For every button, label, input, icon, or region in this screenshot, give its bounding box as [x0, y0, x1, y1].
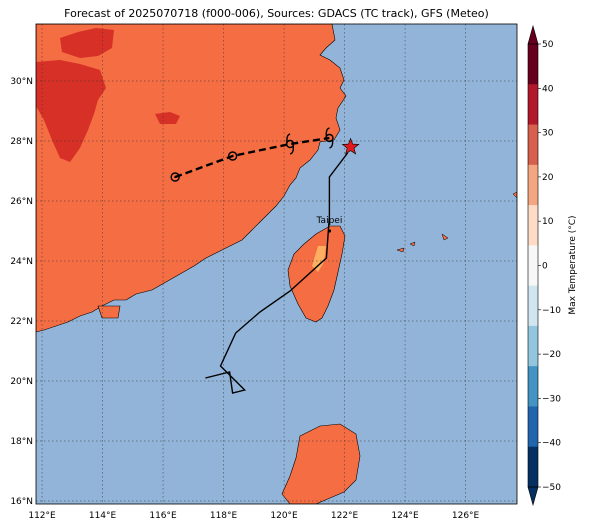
colorbar-tick-label: 30	[542, 129, 554, 139]
colorbar-min-extend	[527, 486, 539, 507]
temperature-colorbar: 50 40 30 20 10 0 −10 −20 −30 −40 −50	[527, 24, 561, 507]
ryukyu-island	[396, 233, 449, 253]
colorbar-segment	[528, 44, 538, 85]
lon-tick-label: 124°E	[391, 511, 419, 521]
colorbar-segment	[528, 366, 538, 407]
colorbar-label: Max Temperature (°C)	[568, 215, 578, 314]
colorbar-tick-label: −20	[542, 350, 561, 360]
colorbar-tick-label: −50	[542, 483, 561, 493]
colorbar-tick-label: 10	[542, 217, 554, 227]
lat-tick-label: 28°N	[10, 137, 33, 147]
map-title: Forecast of 2025070718 (f000-006), Sourc…	[64, 7, 489, 20]
colorbar-segment	[528, 245, 538, 287]
colorbar-tick-label: −30	[542, 394, 561, 404]
forecast-point-center	[174, 176, 177, 178]
current-position-star	[341, 137, 360, 155]
history-track	[205, 152, 349, 394]
cyclone-symbol-tail-top	[325, 127, 330, 138]
cyclone-symbol-tail-bottom	[329, 138, 334, 149]
cyclone-symbol	[285, 139, 295, 149]
taiwan-mountain-zone	[312, 246, 326, 272]
colorbar-segment	[528, 84, 538, 126]
taipei-label: Taipei	[316, 216, 343, 226]
longitude-ticks: 112°E 114°E 116°E 118°E 120°E 122°E 124°E 126°E	[28, 511, 479, 521]
colorbar-segment	[528, 285, 538, 327]
forecast-point-center	[231, 155, 234, 157]
inland-hot-zone	[155, 112, 180, 124]
cyclone-symbol-tail-bottom	[289, 144, 295, 155]
colorbar-max-extend	[527, 24, 539, 45]
cyclone-symbol	[325, 133, 334, 143]
lon-tick-label: 112°E	[28, 511, 56, 521]
colorbar-tick-label: −10	[542, 306, 561, 316]
taipei-dot	[327, 229, 332, 233]
cyclone-symbol-tail-top	[286, 133, 291, 144]
forecast-point-marker	[170, 172, 180, 182]
lon-tick-label: 126°E	[452, 511, 480, 521]
colorbar-tick-label: −40	[542, 439, 561, 449]
east-islet	[512, 191, 517, 199]
colorbar-segment	[528, 446, 538, 488]
colorbar-tick-label: 40	[542, 84, 554, 94]
map-frame	[35, 23, 518, 505]
lat-tick-label: 30°N	[10, 77, 33, 87]
colorbar-tick-label: 50	[542, 40, 554, 50]
northwest-hot-zone	[60, 28, 114, 58]
interior-hot-zone	[36, 60, 106, 162]
taiwan	[287, 225, 346, 323]
lon-tick-label: 116°E	[149, 511, 177, 521]
colorbar-tick-label: 20	[542, 173, 554, 183]
colorbar-tick-label: 0	[542, 262, 548, 272]
lon-tick-label: 122°E	[331, 511, 359, 521]
hainan-tip	[97, 305, 121, 319]
colorbar-segment	[528, 325, 538, 367]
colorbar-segment	[528, 124, 538, 166]
lat-tick-label: 26°N	[10, 197, 33, 207]
lat-tick-label: 16°N	[10, 497, 33, 507]
colorbar-segment	[528, 406, 538, 448]
latitude-ticks: 30°N 28°N 26°N 24°N 22°N 20°N 18°N 16°N	[10, 77, 33, 507]
lat-tick-label: 20°N	[10, 377, 33, 387]
lat-tick-label: 18°N	[10, 437, 33, 447]
lon-tick-label: 118°E	[210, 511, 238, 521]
mainland-china	[36, 24, 347, 333]
lat-tick-label: 24°N	[10, 257, 33, 267]
lon-tick-label: 120°E	[270, 511, 298, 521]
forecast-track	[174, 136, 330, 179]
forecast-point-marker	[227, 151, 238, 161]
luzon	[281, 423, 361, 504]
map-gridlines	[36, 24, 517, 504]
lat-tick-label: 22°N	[10, 317, 33, 327]
colorbar-segment	[528, 205, 538, 246]
colorbar-segment	[528, 164, 538, 206]
lon-tick-label: 114°E	[89, 511, 117, 521]
